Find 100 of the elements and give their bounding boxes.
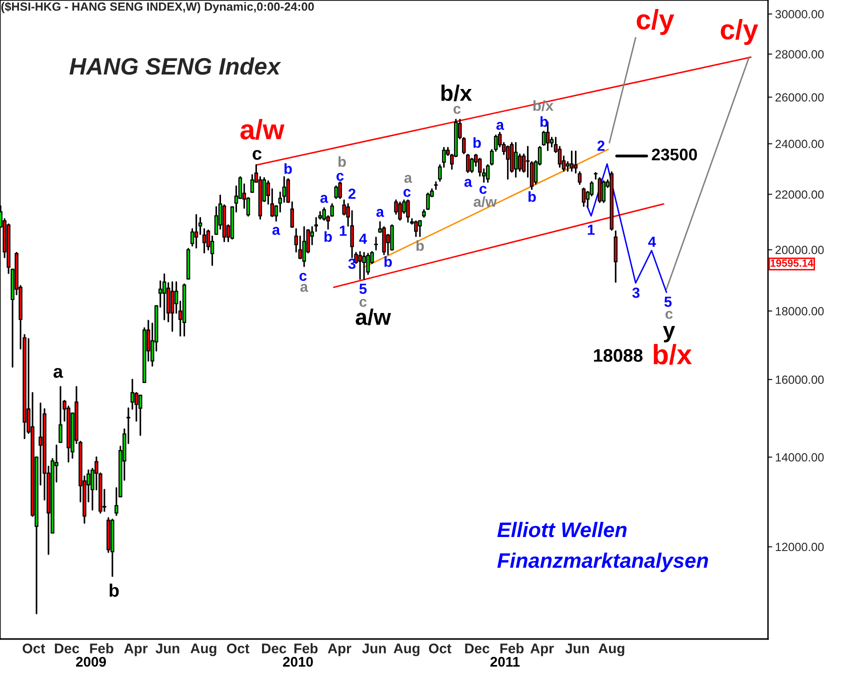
candlestick xyxy=(406,199,410,223)
annotation: b xyxy=(284,163,292,174)
annotation: a/w xyxy=(240,119,284,140)
annotation: b xyxy=(324,231,332,242)
annotation: b xyxy=(384,256,392,267)
x-tick-label: Dec xyxy=(54,644,80,654)
annotation: a xyxy=(320,194,328,203)
y-tick-label: 20000.00 xyxy=(776,246,824,254)
y-tick-label: 24000.00 xyxy=(776,140,824,148)
candlestick xyxy=(250,174,254,193)
candlestick xyxy=(338,181,342,200)
annotation: b/x xyxy=(441,84,472,102)
annotation: b xyxy=(416,240,424,251)
annotation: 1 xyxy=(340,226,347,236)
candlestick xyxy=(414,220,418,238)
text: 2009 xyxy=(76,656,106,667)
text: HANG SENG Index xyxy=(70,57,282,75)
annotation: c xyxy=(300,272,307,281)
candlestick xyxy=(466,154,470,174)
annotation: b xyxy=(540,116,548,127)
annotation: a xyxy=(496,122,504,130)
annotation: c/y xyxy=(720,19,758,45)
candlestick xyxy=(334,185,338,200)
annotation: c xyxy=(336,172,344,181)
candlestick xyxy=(58,386,62,444)
annotation: c xyxy=(454,106,461,114)
candlestick xyxy=(582,188,586,207)
annotation: b/x xyxy=(533,100,554,112)
candlestick xyxy=(194,214,198,248)
annotation: a xyxy=(404,174,412,183)
annotation: 3 xyxy=(348,258,356,269)
annotation: b xyxy=(528,191,536,202)
annotation: c xyxy=(360,298,367,307)
annotation: c xyxy=(480,186,487,194)
x-tick-label: Aug xyxy=(190,644,216,656)
y-tick-label: 12000.00 xyxy=(776,542,824,552)
x-tick-label: Apr xyxy=(328,644,352,656)
y-tick-label: 18000.00 xyxy=(776,307,824,316)
candlestick xyxy=(390,224,394,251)
annotation: b/x xyxy=(654,344,692,365)
annotation: b xyxy=(474,137,481,148)
text: 2011 xyxy=(490,656,520,667)
annotation: b xyxy=(110,584,119,597)
x-tick-label: Aug xyxy=(394,644,420,656)
x-tick-label: Jun xyxy=(156,644,180,654)
annotation: a/w xyxy=(356,308,391,326)
annotation: a xyxy=(464,178,472,187)
y-tick-label: 16000.00 xyxy=(776,376,824,384)
x-tick-label: Dec xyxy=(262,644,286,654)
text: 2010 xyxy=(283,656,313,667)
y-tick-label: 28000.00 xyxy=(776,50,824,58)
candlestick xyxy=(358,251,362,280)
x-tick-label: Apr xyxy=(530,644,554,656)
candlestick xyxy=(486,164,490,183)
ref-line-label: 23500 xyxy=(652,148,697,160)
candlestick xyxy=(434,181,438,190)
x-tick-label: Oct xyxy=(22,644,46,654)
candlestick xyxy=(578,171,582,185)
candlestick xyxy=(574,150,578,174)
candlestick xyxy=(506,145,510,180)
x-tick-label: Feb xyxy=(500,643,524,654)
annotation: c/y xyxy=(636,9,674,35)
annotation: 4 xyxy=(359,234,367,244)
annotation: 4 xyxy=(648,236,656,247)
x-tick-label: Oct xyxy=(226,644,250,654)
annotation: c xyxy=(252,150,262,160)
candlestick xyxy=(570,150,574,172)
y-tick-label: 26000.00 xyxy=(776,93,824,102)
y-tick-label: 30000.00 xyxy=(775,10,824,18)
candlestick xyxy=(470,158,474,174)
candlestick xyxy=(418,220,422,238)
x-tick-label: Dec xyxy=(465,644,490,654)
annotation: y xyxy=(662,326,676,342)
annotation: 2 xyxy=(597,140,604,151)
annotation: c xyxy=(404,188,411,197)
candlestick xyxy=(374,236,378,251)
annotation: a/w xyxy=(474,196,497,208)
annotation: 18088 xyxy=(594,349,643,362)
annotation: 5 xyxy=(664,296,672,307)
chart-title: ($HSI-HKG - HANG SENG INDEX,W) Dynamic,0:00-24:00 xyxy=(1,2,314,14)
x-tick-label: Oct xyxy=(428,644,452,654)
candlestick xyxy=(566,161,570,172)
candlestick xyxy=(602,180,606,204)
x-tick-label: Jun xyxy=(565,644,589,654)
annotation: a xyxy=(272,226,280,235)
annotation: 5 xyxy=(359,284,367,294)
candlestick xyxy=(138,394,142,436)
candlestick xyxy=(162,273,166,320)
annotation: 1 xyxy=(588,224,595,235)
x-tick-label: Feb xyxy=(90,643,114,654)
annotation: 3 xyxy=(632,288,640,298)
annotation: a xyxy=(300,284,308,292)
candlestick xyxy=(170,281,174,332)
y-tick-label: 14000.00 xyxy=(776,453,824,462)
x-tick-label: Feb xyxy=(294,643,318,654)
candlestick xyxy=(514,142,518,178)
candlestick xyxy=(398,202,402,221)
annotation: 2 xyxy=(348,188,356,199)
y-tick-label: 22000.00 xyxy=(776,190,824,199)
candlestick xyxy=(518,153,522,172)
